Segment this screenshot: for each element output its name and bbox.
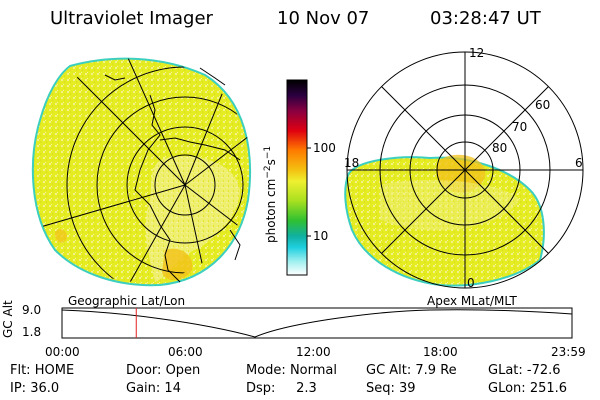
mlt-label-0: 0 bbox=[467, 276, 475, 290]
status-dsp-value: 2.3 bbox=[296, 381, 317, 396]
status-seq-value: 39 bbox=[399, 381, 416, 396]
instrument-title: Ultraviolet Imager bbox=[50, 8, 213, 29]
colorbar-label: photon cm−2s−1 bbox=[263, 146, 278, 243]
status-door-value: Open bbox=[165, 363, 201, 378]
status-flt: Flt: HOME bbox=[10, 363, 74, 378]
status-gc-alt: GC Alt: 7.9 Re bbox=[366, 363, 457, 378]
altitude-xtick-1800: 18:00 bbox=[423, 345, 458, 359]
mlt-label-6: 6 bbox=[575, 156, 583, 170]
status-door-label: Door: bbox=[126, 363, 162, 378]
status-gain-value: 14 bbox=[164, 381, 181, 396]
mlt-label-18: 18 bbox=[344, 156, 360, 170]
colorbar bbox=[286, 79, 311, 276]
time-label: 03:28:47 UT bbox=[430, 8, 541, 29]
status-ip-value: 36.0 bbox=[30, 381, 60, 396]
colorbar-label-mid: s bbox=[264, 159, 278, 166]
date-label: 10 Nov 07 bbox=[277, 8, 370, 29]
status-gc-alt-value: 7.9 Re bbox=[415, 363, 457, 378]
status-mode-value: Normal bbox=[289, 363, 337, 378]
status-mode: Mode: Normal bbox=[246, 363, 337, 378]
status-dsp-label: Dsp: bbox=[246, 381, 276, 396]
left-panel-title: Geographic Lat/Lon bbox=[68, 294, 186, 308]
colorbar-tick-100: 100 bbox=[313, 141, 336, 155]
status-glon: GLon: 251.6 bbox=[488, 381, 567, 396]
magnetic-polar-plot bbox=[344, 51, 584, 289]
altitude-xtick-0600: 06:00 bbox=[168, 345, 203, 359]
altitude-ytick-1-8: 1.8 bbox=[22, 325, 42, 339]
colorbar-label-exp2: −1 bbox=[263, 145, 273, 160]
status-glon-label: GLon: bbox=[488, 381, 526, 396]
mlt-label-12: 12 bbox=[469, 46, 485, 60]
status-seq: Seq: 39 bbox=[366, 381, 416, 396]
status-mode-label: Mode: bbox=[246, 363, 286, 378]
status-glat-label: GLat: bbox=[488, 363, 523, 378]
status-gain-label: Gain: bbox=[126, 381, 161, 396]
altitude-xtick-0000: 00:00 bbox=[45, 345, 80, 359]
mlat-label-70: 70 bbox=[512, 120, 528, 134]
geographic-map bbox=[29, 57, 252, 287]
status-glat-value: -72.6 bbox=[526, 363, 561, 378]
status-dsp: Dsp: 2.3 bbox=[246, 381, 317, 396]
status-seq-label: Seq: bbox=[366, 381, 395, 396]
status-glat: GLat: -72.6 bbox=[488, 363, 561, 378]
altitude-plot bbox=[61, 307, 573, 339]
geo-orange-patch-2 bbox=[54, 229, 67, 243]
status-flt-value: HOME bbox=[34, 363, 75, 378]
status-door: Door: Open bbox=[126, 363, 200, 378]
status-flt-label: Flt: bbox=[10, 363, 31, 378]
colorbar-label-base: photon cm bbox=[264, 178, 278, 243]
mlat-label-80: 80 bbox=[492, 141, 508, 155]
mlat-label-60: 60 bbox=[535, 98, 551, 112]
status-ip-label: IP: bbox=[10, 381, 27, 396]
altitude-xtick-2359: 23:59 bbox=[551, 345, 586, 359]
status-ip: IP: 36.0 bbox=[10, 381, 59, 396]
colorbar-tick-10: 10 bbox=[313, 229, 329, 243]
status-glon-value: 251.6 bbox=[529, 381, 568, 396]
altitude-xtick-1200: 12:00 bbox=[296, 345, 331, 359]
altitude-ytick-9: 9.0 bbox=[22, 303, 42, 317]
altitude-ylabel: GC Alt bbox=[1, 300, 15, 338]
status-gain: Gain: 14 bbox=[126, 381, 181, 396]
right-panel-title: Apex MLat/MLT bbox=[427, 294, 517, 308]
colorbar-label-exp1: −2 bbox=[263, 165, 273, 179]
status-gc-alt-label: GC Alt: bbox=[366, 363, 412, 378]
